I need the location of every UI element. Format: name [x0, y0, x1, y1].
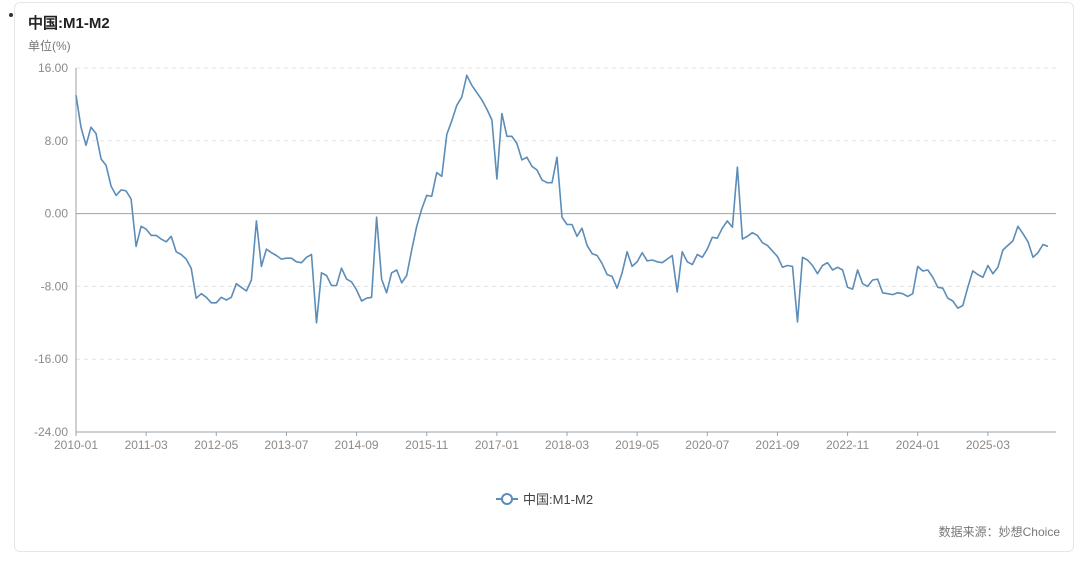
chart-title: 中国:M1-M2 — [28, 15, 110, 32]
x-tick-label: 2014-09 — [335, 438, 379, 452]
y-tick-label: -16.00 — [34, 352, 68, 366]
legend-label[interactable]: 中国:M1-M2 — [523, 492, 593, 507]
bullet-marker — [9, 13, 13, 17]
y-tick-label: 0.00 — [45, 207, 69, 221]
x-tick-labels: 2010-01 2011-03 2012-05 2013-07 2014-09 2015-… — [54, 438, 1010, 452]
y-tick-labels: 16.00 8.00 0.00 -8.00 -16.00 -24.00 — [34, 61, 68, 439]
y-tick-label: 16.00 — [38, 61, 68, 75]
x-tick-label: 2017-01 — [475, 438, 519, 452]
x-tick-label: 2018-03 — [545, 438, 589, 452]
series-line — [75, 74, 1049, 324]
y-axis-unit-label: 单位(%) — [28, 39, 71, 53]
legend[interactable]: 中国:M1-M2 — [496, 492, 593, 507]
x-tick-label: 2012-05 — [194, 438, 238, 452]
x-tick-label: 2011-03 — [125, 438, 168, 452]
y-tick-label: 8.00 — [45, 134, 69, 148]
x-tick-label: 2013-07 — [264, 438, 308, 452]
y-tick-label: -24.00 — [34, 425, 68, 439]
legend-circle-icon — [501, 493, 513, 505]
x-tick-label: 2015-11 — [405, 438, 448, 452]
axes — [75, 68, 1056, 436]
x-tick-label: 2022-11 — [826, 438, 869, 452]
x-tick-label: 2025-03 — [966, 438, 1010, 452]
chart-card — [14, 2, 1074, 552]
x-tick-label: 2020-07 — [685, 438, 729, 452]
series-lines — [75, 74, 1049, 324]
x-tick-label: 2019-05 — [615, 438, 659, 452]
x-tick-label: 2024-01 — [896, 438, 940, 452]
data-source-note: 数据来源：妙想Choice — [938, 525, 1060, 539]
x-tick-label: 2010-01 — [54, 438, 98, 452]
y-tick-label: -8.00 — [41, 279, 69, 293]
x-tick-label: 2021-09 — [755, 438, 799, 452]
